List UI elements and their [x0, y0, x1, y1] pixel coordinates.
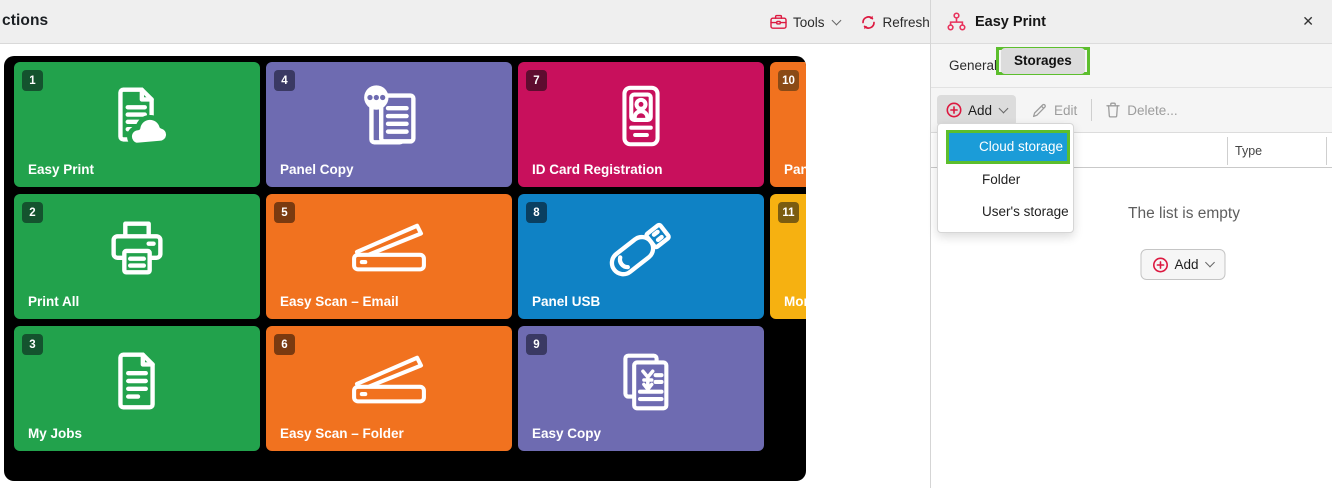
toolbox-icon: [770, 14, 787, 30]
terminal-preview-board: 1 Easy Print 2 P: [4, 56, 806, 481]
menu-item-users-storage[interactable]: User's storage: [982, 204, 1069, 219]
tile-print-all[interactable]: 2 Print All: [14, 194, 260, 319]
tile-label: Easy Scan – Folder: [280, 426, 404, 441]
empty-list-message: The list is empty: [1128, 205, 1240, 222]
edit-label: Edit: [1054, 102, 1078, 118]
document-icon: [100, 344, 174, 418]
tile-number-badge: 1: [22, 70, 43, 91]
scanner-icon: [342, 217, 436, 281]
tile-label: My Jobs: [28, 426, 83, 441]
scanner-icon: [342, 349, 436, 413]
workflow-icon: [947, 12, 966, 31]
tile-number-badge: 3: [22, 334, 43, 355]
tile-label: Panel USB: [532, 294, 601, 309]
tile-number-badge: 8: [526, 202, 547, 223]
tile-number-badge: 2: [22, 202, 43, 223]
add-dropdown-button[interactable]: Add: [937, 94, 1017, 126]
tile-number-badge: 4: [274, 70, 295, 91]
add-dropdown-menu: Cloud storage Folder User's storage: [937, 123, 1074, 233]
add-plus-icon: [946, 102, 962, 118]
tile-label: ID Card Registration: [532, 162, 663, 177]
tile-id-card-registration[interactable]: 7 ID Card Registration: [518, 62, 764, 187]
usb-drive-icon: [602, 210, 680, 288]
tile-label: Print All: [28, 294, 80, 309]
tile-my-jobs[interactable]: 3 My Jobs: [14, 326, 260, 451]
tile-panel-copy[interactable]: 4 Panel Copy: [266, 62, 512, 187]
toolbar-divider: [1091, 99, 1093, 121]
tile-number-badge: 9: [526, 334, 547, 355]
tile-number-badge: 6: [274, 334, 295, 355]
add-plus-icon: [1152, 257, 1168, 273]
tools-button[interactable]: Tools: [770, 14, 841, 30]
tile-more-clipped[interactable]: 11 Mor: [770, 194, 806, 319]
panel-title: Easy Print: [975, 13, 1046, 30]
tools-label: Tools: [793, 14, 825, 30]
tile-easy-scan-folder[interactable]: 6 Easy Scan – Folder: [266, 326, 512, 451]
chevron-down-icon: [1205, 257, 1215, 268]
trash-icon: [1106, 102, 1120, 118]
tab-general[interactable]: General: [949, 58, 998, 73]
pencil-icon: [1032, 103, 1047, 118]
panel-tabs: General Storages: [931, 44, 1332, 88]
tile-number-badge: 11: [778, 202, 799, 223]
tile-easy-scan-email[interactable]: 5 Easy Scan – Email: [266, 194, 512, 319]
column-header-type[interactable]: Type: [1227, 137, 1327, 165]
tile-number-badge: 10: [778, 70, 799, 91]
page-title: ctions: [2, 12, 49, 29]
tab-storages[interactable]: Storages: [1001, 48, 1085, 74]
annotation-highlight-storages: Storages: [996, 47, 1090, 75]
document-cloud-icon: [100, 80, 174, 154]
delete-label: Delete...: [1127, 102, 1178, 118]
tile-number-badge: 7: [526, 70, 547, 91]
copy-dots-icon: [350, 78, 428, 156]
tile-label: Easy Scan – Email: [280, 294, 399, 309]
refresh-button[interactable]: Refresh: [860, 14, 930, 31]
refresh-icon: [860, 14, 877, 31]
annotation-highlight-cloud-storage: Cloud storage: [946, 130, 1070, 164]
tile-label: Pan: [784, 162, 806, 177]
add-label: Add: [968, 102, 993, 118]
delete-button[interactable]: Delete...: [1100, 102, 1183, 118]
tile-number-badge: 5: [274, 202, 295, 223]
printer-icon: [100, 212, 174, 286]
tile-panel-clipped[interactable]: 10 Pan: [770, 62, 806, 187]
tile-easy-print[interactable]: 1 Easy Print: [14, 62, 260, 187]
menu-item-folder[interactable]: Folder: [982, 172, 1021, 187]
copy-collate-icon: [602, 342, 680, 420]
empty-add-button[interactable]: Add: [1140, 249, 1226, 280]
close-icon[interactable]: ✕: [1298, 11, 1318, 32]
chevron-down-icon: [998, 103, 1009, 113]
topbar-actions: Tools Refresh: [770, 0, 930, 44]
tile-easy-copy[interactable]: 9 Easy Copy: [518, 326, 764, 451]
tile-label: Easy Print: [28, 162, 95, 177]
tile-panel-usb[interactable]: 8 Panel USB: [518, 194, 764, 319]
chevron-down-icon: [831, 15, 841, 25]
tile-label: Panel Copy: [280, 162, 354, 177]
empty-add-label: Add: [1174, 257, 1199, 272]
easy-print-panel: Easy Print ✕ General Storages Add: [930, 0, 1332, 488]
panel-header: Easy Print ✕: [931, 0, 1332, 44]
id-card-icon: [604, 80, 678, 154]
refresh-label: Refresh: [882, 14, 930, 30]
tile-label: Easy Copy: [532, 426, 602, 441]
edit-button[interactable]: Edit: [1026, 103, 1083, 118]
menu-item-cloud-storage[interactable]: Cloud storage: [949, 133, 1067, 161]
tile-label: Mor: [784, 294, 806, 309]
